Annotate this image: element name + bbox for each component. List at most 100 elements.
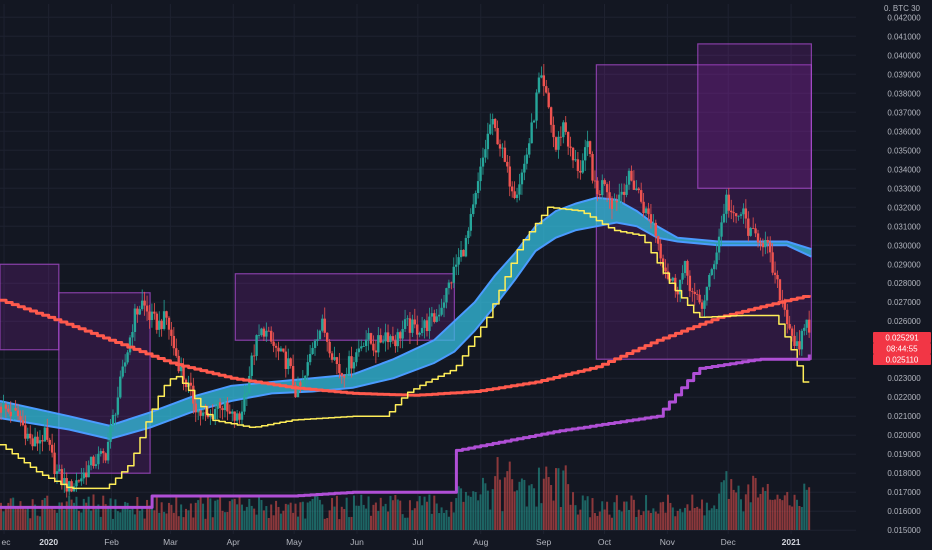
volume-bar: [314, 496, 317, 530]
candle-body: [360, 346, 363, 349]
candle-body: [506, 161, 509, 167]
candle-body: [325, 332, 329, 342]
candle-body: [625, 184, 628, 195]
volume-bar: [596, 515, 599, 530]
volume-bar: [421, 505, 424, 530]
price-tick-label: 0.035000: [887, 146, 921, 155]
candle-body: [21, 420, 25, 426]
candle-body: [85, 472, 88, 478]
volume-bar: [296, 516, 299, 530]
candle-body: [381, 341, 385, 343]
candle-body: [138, 309, 141, 315]
volume-bar: [601, 501, 604, 530]
candle-body: [252, 355, 256, 357]
candle-body: [192, 385, 195, 404]
candle-body: [352, 362, 356, 369]
volume-bar: [0, 502, 3, 530]
candle-body: [489, 124, 492, 134]
volume-bar: [547, 477, 550, 530]
price-axis[interactable]: 0.042000 0.041000 0.040000 0.039000 0.038000…: [887, 13, 921, 535]
volume-bar: [138, 510, 141, 530]
candle-body: [408, 318, 412, 333]
candle-body: [584, 147, 587, 161]
volume-bar: [287, 504, 290, 530]
candle-body: [306, 362, 309, 376]
candle-body: [749, 228, 752, 236]
volume-bar: [445, 510, 448, 530]
volume-bar: [160, 502, 163, 530]
candle-body: [82, 472, 85, 479]
time-tick-label: Jun: [350, 537, 364, 547]
volume-bar: [29, 518, 32, 530]
candle-body: [686, 261, 689, 276]
volume-bar: [730, 479, 733, 530]
volume-bar: [705, 502, 708, 530]
volume-bar: [591, 498, 594, 530]
volume-bar: [435, 503, 438, 530]
price-tick-label: 0.018000: [887, 469, 921, 478]
volume-bar: [503, 477, 506, 530]
volume-bar: [214, 500, 217, 530]
candle-body: [416, 324, 419, 335]
volume-bar: [499, 479, 502, 530]
candle-body: [759, 242, 762, 244]
candle-body: [41, 440, 44, 442]
volume-bar: [304, 518, 307, 530]
candle-body: [501, 147, 504, 149]
candle-body: [209, 415, 212, 418]
time-axis[interactable]: ec 2020 Feb Mar Apr May Jun Jul Aug Sep Oct Nov Dec 2…: [2, 537, 801, 547]
volume-bar: [211, 517, 214, 530]
volume-bar: [615, 495, 618, 530]
volume-bar: [328, 510, 331, 530]
volume-bar: [540, 503, 543, 530]
volume-bar: [387, 511, 390, 530]
volume-bar: [180, 504, 183, 530]
volume-bar: [65, 501, 68, 530]
volume-bar: [413, 508, 416, 530]
candle-body: [523, 163, 526, 173]
volume-bar: [348, 517, 351, 530]
candle-body: [549, 107, 553, 125]
candle-body: [734, 213, 738, 217]
volume-bar: [391, 500, 394, 530]
volume-bar: [725, 471, 728, 530]
price-tick-label: 0.042000: [887, 13, 921, 22]
volume-bar: [121, 506, 124, 530]
volume-bar: [133, 514, 136, 530]
candle-body: [77, 480, 81, 482]
candle-body: [657, 236, 660, 244]
candle-body: [683, 261, 687, 274]
candle-body: [486, 133, 490, 150]
candle-body: [145, 305, 149, 312]
volume-bar: [649, 512, 652, 530]
candle-body: [391, 336, 395, 341]
candle-body: [771, 252, 774, 273]
candle-body: [664, 267, 667, 272]
volume-bar: [739, 499, 742, 530]
candle-body: [318, 330, 322, 340]
volume-bar: [150, 502, 153, 530]
moving-average-2: [0, 354, 811, 509]
volume-bar: [423, 496, 426, 530]
candle-body: [622, 191, 626, 195]
price-badge-label: 0.025291: [885, 334, 919, 343]
ma-cloud: [0, 196, 812, 441]
volume-bar: [58, 502, 61, 530]
candle-body: [807, 319, 811, 333]
volume-bar: [684, 507, 687, 530]
candle-body: [781, 300, 784, 302]
candle-body: [652, 222, 655, 224]
volume-bar: [2, 511, 5, 530]
candle-body: [579, 170, 582, 173]
candle-body: [228, 411, 232, 414]
volume-bar: [111, 518, 114, 530]
candle-body: [111, 414, 115, 426]
candle-body: [532, 120, 536, 123]
candle-body: [790, 328, 794, 336]
volume-bar: [370, 515, 373, 530]
volume-bar: [433, 495, 436, 530]
candle-body: [554, 137, 558, 150]
candle-body: [666, 271, 670, 279]
cloud-lower-edge: [0, 221, 812, 441]
